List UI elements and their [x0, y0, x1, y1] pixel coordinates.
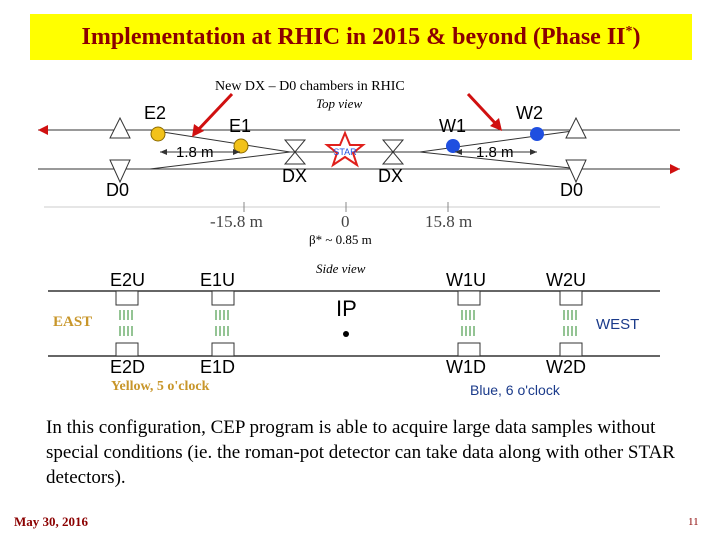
- dx-left-top: [283, 139, 307, 153]
- star-icon: [324, 130, 366, 168]
- label-w1: W1: [439, 116, 466, 136]
- label-ip: IP: [336, 296, 357, 321]
- body-text: In this configuration, CEP program is ab…: [46, 417, 675, 488]
- axis-center: 0: [341, 212, 350, 231]
- annotation-arrow-right: [466, 92, 498, 126]
- d0-triangle-up-right: [565, 116, 587, 139]
- axis-right: 15.8 m: [425, 212, 473, 231]
- label-w1d: W1D: [446, 357, 486, 377]
- label-e1: E1: [229, 116, 252, 136]
- beam-arrow-right-bottom: [670, 164, 680, 174]
- footer-date: May 30, 2016: [14, 514, 89, 529]
- chambers-annotation: New DX – D0 chambers in RHIC: [215, 79, 405, 94]
- dx-right-bottom: [381, 151, 405, 165]
- w1-pot-blue: [446, 139, 460, 153]
- d0-triangle-down-right: [565, 159, 587, 184]
- label-w2d: W2D: [546, 357, 586, 377]
- label-dist-right: 1.8 m: [476, 144, 514, 161]
- d0-triangle-up-left: [109, 116, 131, 139]
- side-view-caption: Side view: [316, 261, 366, 276]
- label-e2u: E2U: [110, 270, 146, 290]
- label-w2u: W2U: [546, 270, 586, 290]
- label-e2d: E2D: [110, 357, 146, 377]
- e2-pot-yellow: [150, 126, 166, 142]
- page-number: 11: [688, 516, 699, 528]
- label-dx-right: DX: [378, 166, 404, 186]
- annotation-arrow-left: [196, 92, 234, 132]
- e1-pot-yellow: [233, 138, 249, 154]
- top-view-caption: Top view: [316, 96, 363, 111]
- beam-arrow-left-top: [38, 125, 48, 135]
- label-e1d: E1D: [200, 357, 236, 377]
- star-label: STAR: [333, 147, 357, 157]
- label-d0-left: D0: [106, 180, 130, 200]
- label-e1u: E1U: [200, 270, 236, 290]
- dx-right-top: [381, 139, 405, 153]
- slide-title: Implementation at RHIC in 2015 & beyond …: [81, 23, 641, 50]
- silicon-planes: [119, 310, 577, 336]
- axis-left: -15.8 m: [210, 212, 263, 231]
- d0-triangle-down-left: [109, 159, 131, 184]
- label-east: EAST: [53, 314, 93, 330]
- label-west: WEST: [596, 316, 640, 333]
- w2-pot-blue: [530, 127, 544, 141]
- title-banner: Implementation at RHIC in 2015 & beyond …: [30, 14, 692, 60]
- label-e2: E2: [144, 103, 167, 123]
- side-view-detectors: [115, 290, 583, 357]
- dx-left-bottom: [283, 151, 307, 165]
- label-dx-left: DX: [282, 166, 308, 186]
- label-w2: W2: [516, 103, 543, 123]
- ip-point: [343, 331, 349, 337]
- label-yellow-beam: Yellow, 5 o'clock: [111, 379, 210, 394]
- beta-star-label: β* ~ 0.85 m: [309, 232, 372, 247]
- label-d0-right: D0: [560, 180, 584, 200]
- label-dist-left: 1.8 m: [176, 144, 214, 161]
- label-w1u: W1U: [446, 270, 486, 290]
- label-blue-beam: Blue, 6 o'clock: [470, 382, 560, 398]
